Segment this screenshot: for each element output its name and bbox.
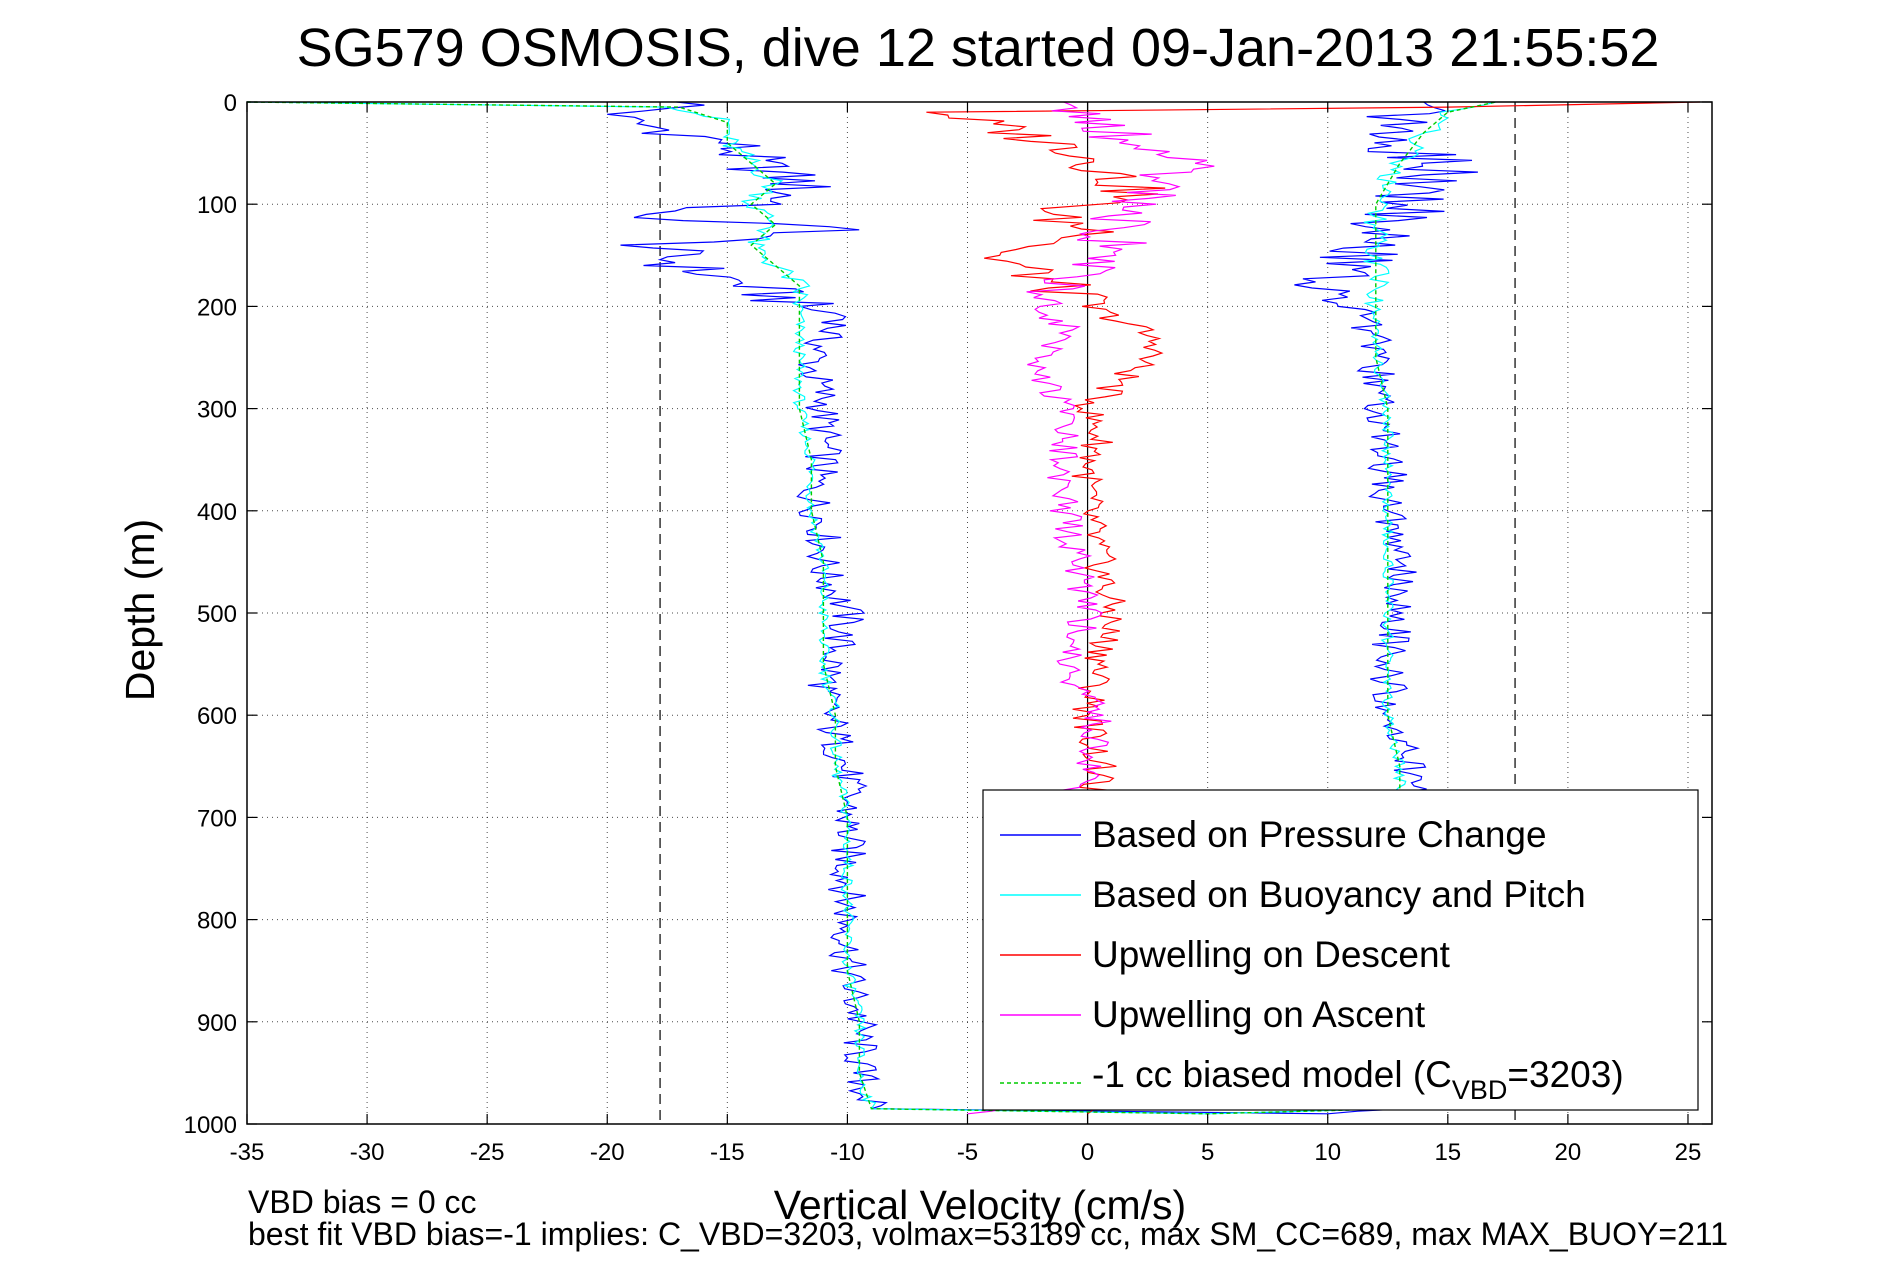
x-tick-label-5: -10: [830, 1139, 865, 1166]
x-tick-label-2: -25: [470, 1139, 505, 1166]
legend-box: [982, 789, 1699, 1111]
y-tick-label-6: 600: [197, 703, 237, 730]
legend-label-4: -1 cc biased model (CVBD=3203): [1092, 1054, 1624, 1105]
y-tick-label-8: 800: [197, 908, 237, 935]
legend: Based on Pressure Change Based on Buoyanc…: [982, 789, 1699, 1111]
x-tick-label-0: -35: [230, 1139, 265, 1166]
x-tick-label-11: 20: [1555, 1139, 1582, 1166]
legend-label-2: Upwelling on Descent: [1092, 934, 1451, 975]
y-tick-label-0: 0: [224, 90, 237, 117]
series-line-4: [246, 101, 1497, 1115]
x-tick-label-10: 15: [1434, 1139, 1461, 1166]
x-tick-label-8: 5: [1201, 1139, 1214, 1166]
x-tick-label-4: -15: [710, 1139, 745, 1166]
legend-label-1: Based on Buoyancy and Pitch: [1092, 874, 1586, 915]
x-tick-label-1: -30: [350, 1139, 385, 1166]
legend-label-0: Based on Pressure Change: [1092, 814, 1547, 855]
y-tick-label-3: 300: [197, 397, 237, 424]
x-tick-label-6: -5: [957, 1139, 978, 1166]
x-axis-label: Vertical Velocity (cm/s): [774, 1182, 1186, 1228]
y-tick-label-4: 400: [197, 499, 237, 526]
y-tick-label-7: 700: [197, 805, 237, 832]
y-tick-label-9: 900: [197, 1010, 237, 1037]
x-tick-label-7: 0: [1081, 1139, 1094, 1166]
y-axis-label: Depth (m): [117, 519, 163, 701]
y-tick-label-5: 500: [197, 601, 237, 628]
x-tick-label-12: 25: [1675, 1139, 1702, 1166]
annotation-vbd-bias: VBD bias = 0 cc: [248, 1184, 477, 1220]
legend-label-3: Upwelling on Ascent: [1092, 994, 1426, 1035]
x-tick-label-9: 10: [1314, 1139, 1341, 1166]
series-line-0: [607, 101, 1478, 1115]
x-tick-label-3: -20: [590, 1139, 625, 1166]
y-tick-label-2: 200: [197, 294, 237, 321]
y-tick-label-10: 1000: [184, 1112, 237, 1139]
annotation-best-fit: best fit VBD bias=-1 implies: C_VBD=3203…: [248, 1216, 1728, 1252]
chart-title: SG579 OSMOSIS, dive 12 started 09-Jan-20…: [297, 18, 1660, 78]
y-tick-label-1: 100: [197, 192, 237, 219]
plot-area: -35 -30 -25 -20 -15 -10 -5 0 5 10 15 20 25 0 100 200 300…: [184, 90, 1713, 1166]
